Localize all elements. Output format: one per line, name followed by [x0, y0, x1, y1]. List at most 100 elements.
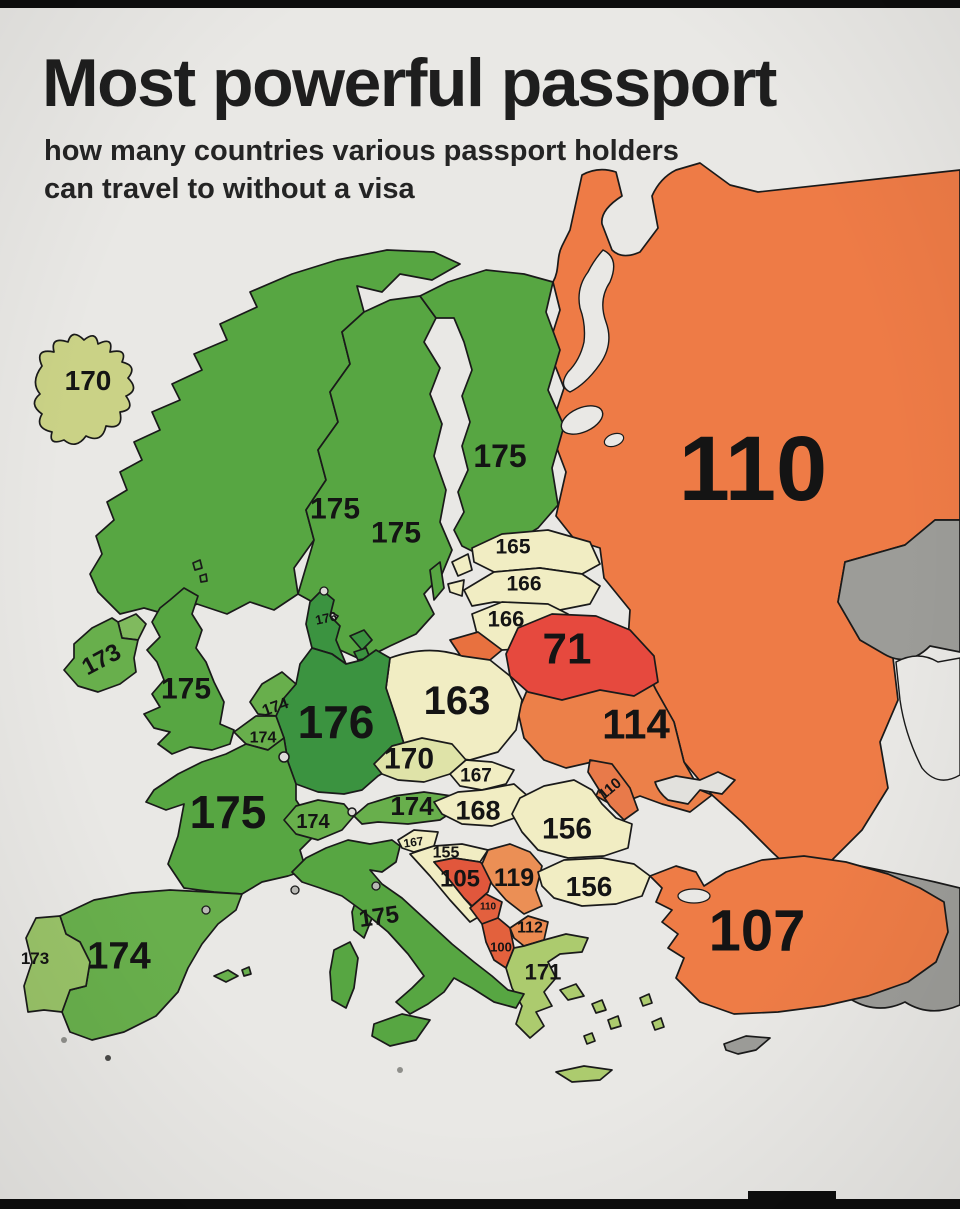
country-crimea-shape: [654, 771, 736, 805]
country-romania-value-label: 156: [542, 813, 592, 846]
country-albania-value-label: 100: [490, 940, 512, 955]
country-greece-part4-shape: [607, 1015, 622, 1030]
subtitle-line-1: how many countries various passport hold…: [44, 135, 679, 168]
country-estonia-value-label: 165: [495, 535, 530, 558]
country-latvia-value-label: 166: [506, 572, 541, 595]
lake-onega: [603, 432, 625, 448]
country-estonia-part2-shape: [447, 579, 465, 597]
country-north_macedonia-value-label: 112: [517, 920, 543, 937]
country-greece-part1-shape: [555, 1065, 613, 1083]
country-portugal-shape: [23, 915, 91, 1013]
country-belarus-shape: [505, 613, 659, 701]
page-title: Most powerful passport: [42, 45, 777, 121]
country-uk-value-label: 175: [161, 673, 211, 706]
country-spain-part2-shape: [241, 966, 252, 977]
country-denmark-part1-shape: [349, 629, 373, 651]
jutland-top-marker: [319, 586, 329, 596]
countries-layer: [23, 162, 960, 1083]
country-greece-shape: [505, 933, 589, 1039]
country-hungary-value-label: 168: [455, 795, 500, 825]
caspian-sea: [895, 655, 960, 781]
country-germany-value-label: 176: [298, 696, 375, 748]
country-serbia-shape: [481, 843, 543, 915]
country-switzerland-value-label: 174: [296, 811, 330, 833]
white-sea: [562, 249, 615, 393]
country-iceland-shape: [33, 333, 135, 445]
country-turkey-value-label: 107: [709, 898, 806, 963]
country-serbia-value-label: 119: [494, 864, 534, 892]
luxembourg-marker: [278, 751, 290, 763]
country-greece-value-label: 171: [525, 960, 562, 985]
country-uk-shape: [143, 587, 235, 755]
san-marino-marker: [371, 881, 381, 891]
header: Most powerful passport how many countrie…: [42, 45, 777, 208]
country-ukraine-value-label: 114: [602, 701, 670, 748]
country-ireland-shape: [63, 617, 139, 693]
country-slovenia-value-label: 167: [403, 834, 425, 851]
country-montenegro-value-label: 110: [480, 902, 497, 913]
country-sweden-value-label: 175: [371, 517, 421, 550]
sea-features-layer: [560, 249, 960, 904]
bottom-letterbox-bar: [0, 1199, 960, 1209]
country-greece-part3-shape: [591, 999, 607, 1014]
atlantic-island-dot: [105, 1055, 111, 1061]
country-croatia-value-label: 155: [433, 845, 460, 862]
country-sweden-part1-shape: [429, 561, 445, 601]
country-greece-part6-shape: [639, 993, 653, 1007]
country-greece-part2-shape: [559, 983, 585, 1001]
country-russia-shape: [547, 162, 960, 879]
country-austria-value-label: 174: [390, 791, 434, 821]
country-belarus-value-label: 71: [543, 624, 592, 673]
country-latvia-shape: [463, 567, 601, 611]
country-bosnia-shape: [433, 857, 495, 907]
country-bulgaria-shape: [537, 857, 651, 907]
sea-of-marmara: [677, 888, 711, 904]
monaco-marker: [290, 885, 300, 895]
country-slovakia-value-label: 167: [460, 766, 492, 787]
country-italy-part2-shape: [329, 941, 359, 1009]
country-lithuania-value-label: 166: [488, 607, 525, 632]
country-denmark-value-label: 176: [314, 609, 338, 628]
country-poland-value-label: 163: [424, 679, 491, 723]
country-estonia-part1-shape: [451, 553, 473, 577]
country-italy-part1-shape: [371, 1013, 431, 1047]
country-spain-value-label: 174: [87, 935, 150, 977]
country-sweden-shape: [297, 295, 453, 661]
country-romania-shape: [511, 779, 633, 859]
liechtenstein-marker: [347, 807, 357, 817]
country-montenegro-shape: [469, 893, 503, 925]
country-estonia-shape: [471, 529, 601, 575]
country-turkey-shape: [649, 855, 949, 1015]
bottom-letterbox-notch: [748, 1191, 836, 1199]
country-portugal-value-label: 173: [21, 949, 49, 968]
country-spain-part1-shape: [213, 969, 239, 983]
top-letterbox-bar: [0, 0, 960, 8]
country-bulgaria-value-label: 156: [566, 871, 613, 902]
microstates-layer: [61, 586, 403, 1073]
country-russia-value-label: 110: [679, 418, 827, 520]
country-greece-part7-shape: [651, 1017, 665, 1031]
country-moldova-shape: [587, 759, 639, 821]
country-uk-part2-shape: [199, 573, 208, 583]
country-france-value-label: 175: [190, 786, 267, 838]
country-norway-shape: [89, 249, 461, 617]
country-czechia-value-label: 170: [384, 743, 434, 776]
gibraltar-dot: [61, 1037, 67, 1043]
country-iceland-value-label: 170: [65, 365, 112, 396]
malta-dot: [397, 1067, 403, 1073]
country-italy-shape: [291, 839, 525, 1015]
country-bosnia-value-label: 105: [440, 865, 480, 892]
subtitle-line-2: can travel to without a visa: [44, 172, 415, 205]
country-uk-part1-shape: [192, 559, 203, 571]
country-netherlands-shape: [249, 671, 297, 717]
country-finland-value-label: 175: [473, 438, 526, 474]
country-greece-part5-shape: [583, 1032, 596, 1045]
andorra-marker: [201, 905, 211, 915]
country-belgium-value-label: 174: [250, 730, 277, 747]
country-italy-value-label: 175: [357, 901, 400, 933]
country-norway-value-label: 175: [310, 493, 360, 526]
page-subtitle: how many countries various passport hold…: [44, 133, 744, 207]
